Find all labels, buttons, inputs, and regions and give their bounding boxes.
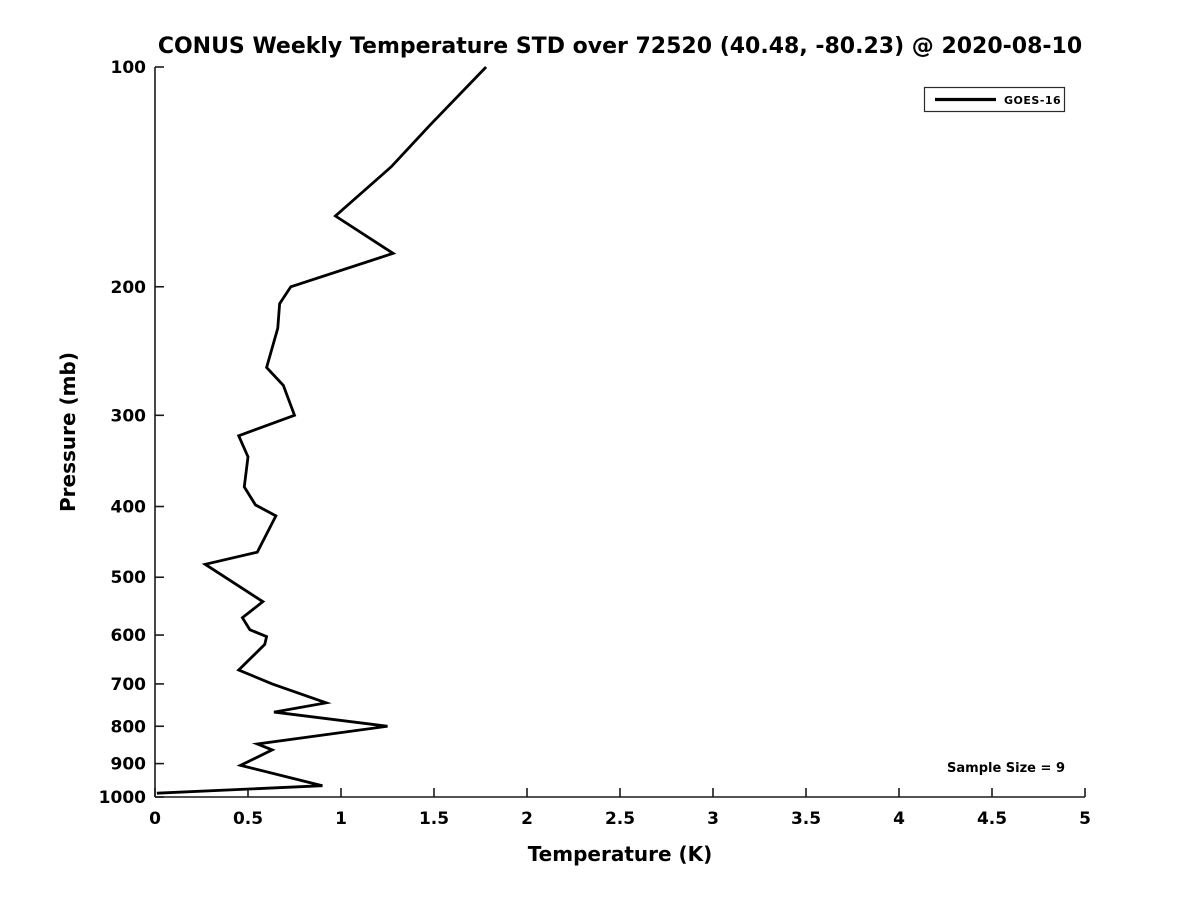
x-tick-label: 2.5 [605, 809, 635, 829]
y-tick-label: 400 [111, 498, 147, 518]
x-tick-label: 3 [707, 809, 719, 829]
y-tick-label: 900 [111, 755, 147, 775]
chart-title: CONUS Weekly Temperature STD over 72520 … [158, 34, 1082, 59]
axes-layer: 0 0.5 1 1.5 2 2.5 3 3.5 4 4.5 5 100 200 300 400 500 600 7… [99, 58, 1091, 829]
x-tick-label: 1 [335, 809, 347, 829]
x-tick-label: 4.5 [977, 809, 1007, 829]
y-tick-label: 300 [111, 406, 147, 426]
y-axis-label: Pressure (mb) [56, 352, 80, 512]
x-tick-label: 5 [1079, 809, 1091, 829]
legend-label: GOES-16 [1004, 94, 1061, 107]
x-tick-label: 0.5 [233, 809, 263, 829]
y-tick-label: 200 [111, 278, 147, 298]
x-tick-label: 0 [149, 809, 161, 829]
x-tick-label: 2 [521, 809, 533, 829]
x-tick-label: 4 [893, 809, 905, 829]
x-axis-label: Temperature (K) [528, 842, 713, 866]
y-tick-label: 600 [111, 626, 147, 646]
data-line-goes-16 [156, 66, 488, 795]
y-tick-label: 800 [111, 717, 147, 737]
legend: GOES-16 [923, 86, 1066, 113]
y-tick-label: 100 [111, 58, 147, 78]
x-tick-label: 1.5 [419, 809, 449, 829]
y-tick-label: 700 [111, 675, 147, 695]
sample-size-note: Sample Size = 9 [947, 761, 1065, 776]
y-tick-label: 1000 [99, 788, 146, 808]
y-tick-label: 500 [111, 568, 147, 588]
x-tick-label: 3.5 [791, 809, 821, 829]
